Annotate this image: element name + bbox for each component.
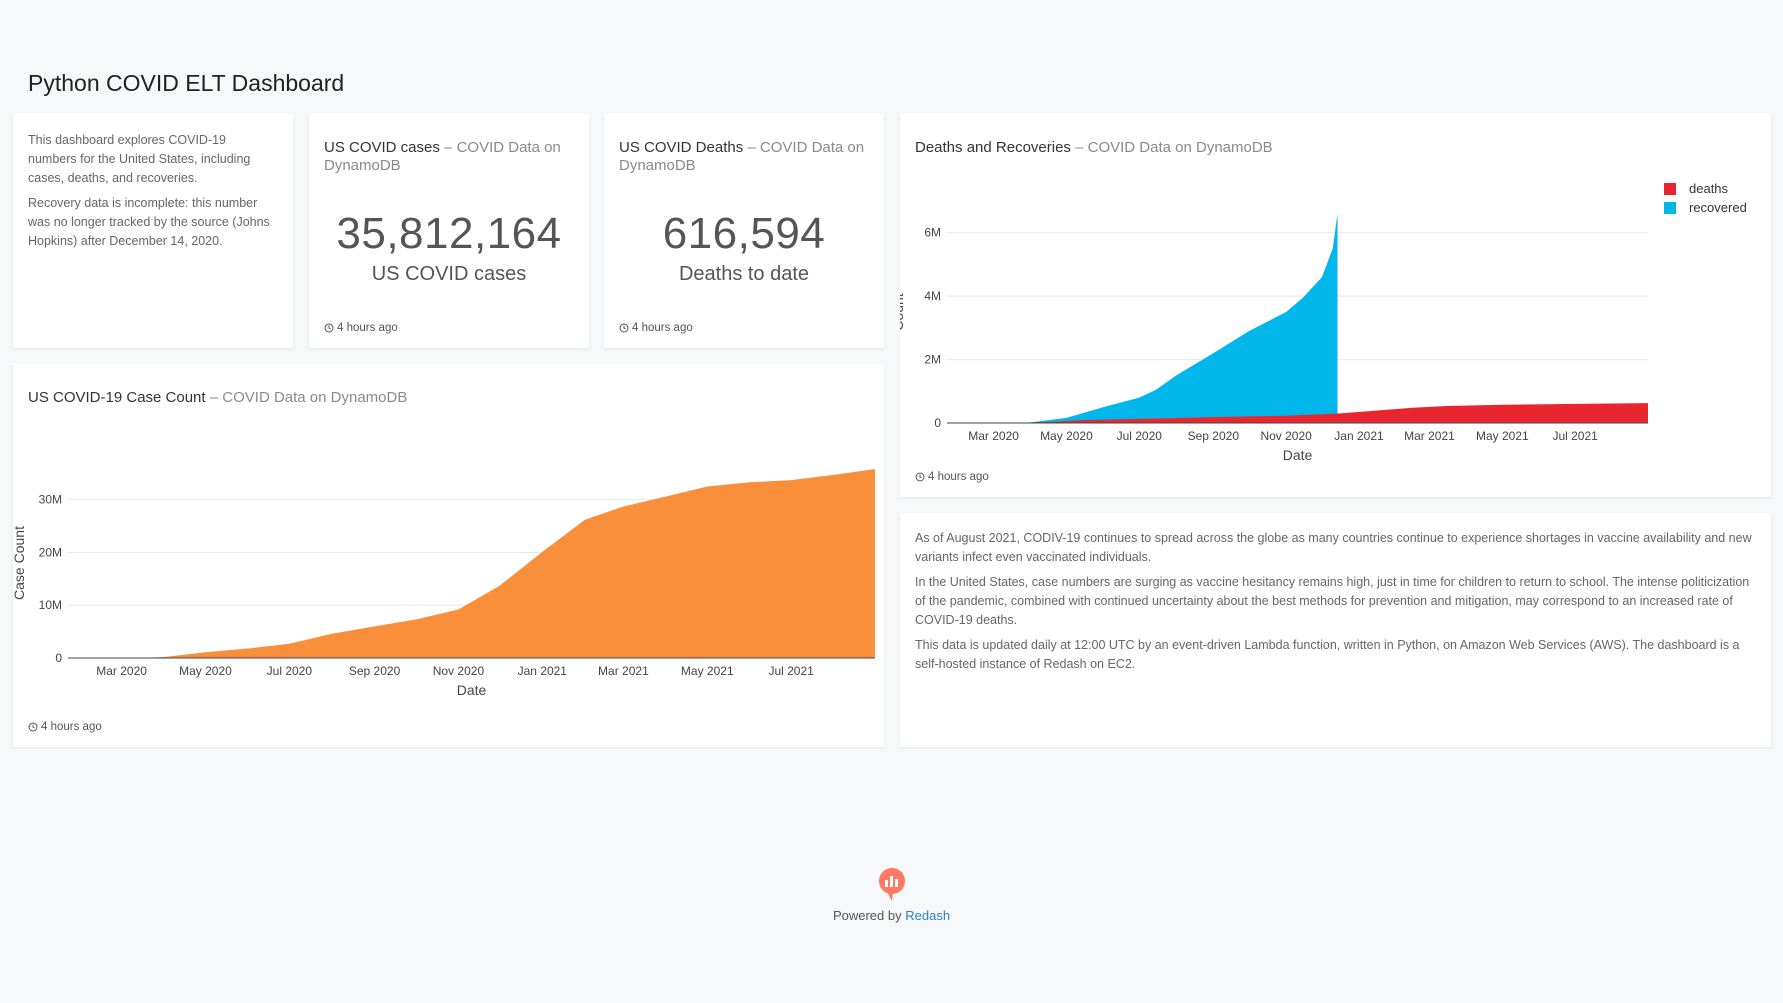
history-icon: [915, 472, 925, 482]
history-icon: [324, 323, 334, 333]
widget-title-separator: –: [743, 139, 760, 156]
widget-title-text: US COVID cases: [324, 139, 440, 156]
x-tick-label: Jul 2020: [1117, 429, 1163, 443]
x-tick-label: May 2020: [1040, 429, 1093, 443]
case-count-chart[interactable]: 0 10M 20M 30M Mar 2020 May 2020 Jul 2020 Sep 20…: [13, 403, 884, 723]
y-tick-label: 4M: [924, 289, 941, 303]
x-tick-label: Jan 2021: [518, 664, 568, 678]
legend-label-deaths[interactable]: deaths: [1689, 181, 1729, 196]
widget-title: US COVID-19 Case Count – COVID Data on D…: [28, 389, 869, 407]
x-tick-label: Mar 2020: [968, 429, 1019, 443]
y-tick-label: 2M: [924, 353, 941, 367]
query-source-link[interactable]: COVID Data on DynamoDB: [222, 389, 408, 406]
y-tick-label: 6M: [924, 226, 941, 240]
x-axis-label: Date: [457, 682, 487, 698]
notes-text: As of August 2021, CODIV-19 continues to…: [915, 529, 1756, 680]
widget-title-separator: –: [1070, 139, 1088, 156]
x-tick-label: Mar 2021: [1404, 429, 1455, 443]
y-tick-label: 10M: [39, 598, 62, 612]
x-tick-label: Jul 2021: [1552, 429, 1598, 443]
refresh-timestamp[interactable]: 4 hours ago: [619, 322, 693, 334]
y-axis-label: Count: [900, 293, 906, 330]
notes-paragraph: This data is updated daily at 12:00 UTC …: [915, 638, 1740, 671]
area-series-cases[interactable]: [68, 468, 875, 658]
refresh-timestamp[interactable]: 4 hours ago: [324, 322, 398, 334]
widget-title-text: US COVID-19 Case Count: [28, 389, 206, 406]
intro-paragraph: Recovery data is incomplete: this number…: [28, 196, 270, 248]
deaths-recoveries-chart[interactable]: 0 2M 4M 6M Mar 2020 May 2020 Jul 2020 Sep 2020 N…: [900, 153, 1771, 473]
intro-paragraph: This dashboard explores COVID-19 numbers…: [28, 133, 251, 185]
x-tick-label: Jul 2021: [768, 664, 814, 678]
x-tick-label: Jul 2020: [267, 664, 313, 678]
updated-text: 4 hours ago: [928, 471, 989, 483]
legend-swatch-recovered: [1664, 202, 1676, 214]
refresh-timestamp[interactable]: 4 hours ago: [28, 721, 102, 733]
query-source-link[interactable]: COVID Data on DynamoDB: [1087, 139, 1273, 156]
area-series-deaths[interactable]: [947, 403, 1648, 423]
counter-label: US COVID cases: [371, 263, 527, 285]
widget-title-separator: –: [439, 139, 457, 156]
x-tick-label: Nov 2020: [1260, 429, 1312, 443]
y-tick-label: 30M: [39, 493, 62, 507]
notes-text-card: As of August 2021, CODIV-19 continues to…: [900, 513, 1771, 747]
legend-swatch-deaths: [1664, 183, 1676, 195]
area-series-recovered[interactable]: [947, 213, 1338, 423]
updated-text: 4 hours ago: [632, 322, 693, 334]
history-icon: [28, 722, 38, 732]
redash-logo-icon: [879, 868, 905, 901]
y-axis-label: Case Count: [13, 526, 27, 600]
powered-by-footer: Powered by Redash: [0, 908, 1783, 923]
y-tick-label: 20M: [39, 545, 62, 559]
query-source-link[interactable]: COVID Data on DynamoDB: [324, 139, 561, 174]
x-tick-label: Nov 2020: [433, 664, 485, 678]
y-tick-label: 0: [934, 416, 941, 430]
updated-text: 4 hours ago: [41, 721, 102, 733]
widget-title: US COVID cases – COVID Data on DynamoDB: [324, 139, 574, 175]
x-tick-label: Sep 2020: [349, 664, 401, 678]
history-icon: [619, 323, 629, 333]
widget-title-separator: –: [205, 389, 223, 406]
x-tick-label: May 2021: [1476, 429, 1529, 443]
counter-value: 616,594: [662, 209, 826, 258]
intro-text-card: This dashboard explores COVID-19 numbers…: [13, 113, 293, 348]
cases-counter-card: US COVID cases – COVID Data on DynamoDB …: [309, 113, 589, 348]
intro-text: This dashboard explores COVID-19 numbers…: [28, 131, 278, 257]
x-tick-label: May 2020: [179, 664, 232, 678]
x-tick-label: Sep 2020: [1188, 429, 1240, 443]
page-title: Python COVID ELT Dashboard: [28, 70, 345, 96]
widget-title: Deaths and Recoveries – COVID Data on Dy…: [915, 139, 1756, 157]
widget-title-text: US COVID Deaths: [619, 139, 744, 156]
x-axis-label: Date: [1283, 447, 1313, 463]
counter-label: Deaths to date: [678, 263, 810, 285]
deaths-recoveries-card: Deaths and Recoveries – COVID Data on Dy…: [900, 113, 1771, 497]
legend-label-recovered[interactable]: recovered: [1689, 200, 1747, 215]
notes-paragraph: As of August 2021, CODIV-19 continues to…: [915, 531, 1752, 564]
powered-by-text: Powered by: [832, 908, 902, 923]
updated-text: 4 hours ago: [337, 322, 398, 334]
deaths-counter-card: US COVID Deaths – COVID Data on DynamoDB…: [604, 113, 884, 348]
widget-title: US COVID Deaths – COVID Data on DynamoDB: [619, 139, 869, 175]
refresh-timestamp[interactable]: 4 hours ago: [915, 471, 989, 483]
query-source-link[interactable]: COVID Data on DynamoDB: [619, 139, 865, 174]
redash-link[interactable]: Redash: [905, 908, 951, 923]
widget-title-text: Deaths and Recoveries: [915, 139, 1071, 156]
x-tick-label: May 2021: [681, 664, 734, 678]
x-tick-label: Mar 2020: [96, 664, 147, 678]
y-tick-label: 0: [55, 651, 62, 665]
counter-value: 35,812,164: [336, 209, 562, 258]
case-count-card: US COVID-19 Case Count – COVID Data on D…: [13, 363, 884, 747]
x-tick-label: Jan 2021: [1334, 429, 1384, 443]
x-tick-label: Mar 2021: [598, 664, 649, 678]
notes-paragraph: In the United States, case numbers are s…: [915, 575, 1750, 627]
